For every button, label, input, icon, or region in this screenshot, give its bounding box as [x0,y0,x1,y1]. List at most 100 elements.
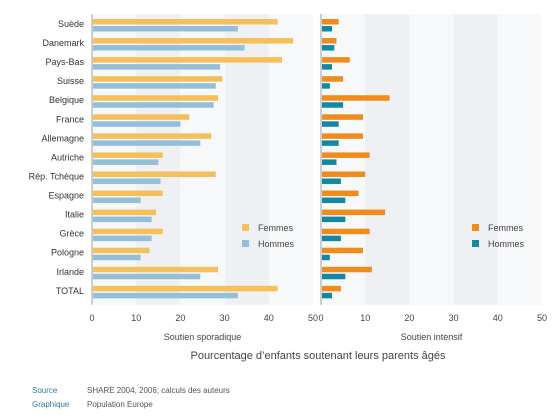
category-label: Rép. Tchèque [29,171,84,181]
bar-hommes [322,140,339,146]
bar-femmes [322,19,339,25]
bar-hommes [322,121,339,127]
bar-hommes [322,273,346,280]
bar-femmes [93,76,223,82]
bar-femmes [93,266,218,273]
legend-swatch [472,224,479,231]
category-labels: Suède Danemark Pays-Bas Suisse Belgique Franc… [29,19,85,296]
legend-swatch [242,224,249,231]
bar-hommes [93,159,159,165]
bar-hommes [93,197,141,204]
footer-source-label: Source [32,386,58,395]
band-intensive-2 [409,14,454,305]
band-intensive-1 [365,14,410,305]
x-tick-label: 40 [264,313,274,323]
bar-hommes [93,216,152,223]
bar-hommes [93,121,181,127]
x-tick-label: 50 [308,313,318,323]
bar-hommes [322,64,333,70]
bar-hommes [93,26,238,32]
bar-hommes [93,140,201,146]
category-label: Pologne [51,248,84,258]
bar-hommes [322,254,330,261]
bar-hommes [93,102,214,108]
bar-femmes [93,190,163,197]
x-tick-label: 30 [449,313,459,323]
bar-femmes [322,285,341,292]
bar-hommes [93,235,152,242]
bar-femmes [93,38,294,44]
x-axis-label: Soutien sporadique [164,332,242,342]
legend-label: Hommes [488,239,525,249]
bar-femmes [322,266,372,273]
bar-femmes [93,247,150,254]
legend-label: Femmes [488,223,524,233]
category-label: Pays-Bas [45,57,84,67]
bar-hommes [322,26,333,32]
x-tick-label: 50 [537,313,547,323]
bar-hommes [322,178,341,184]
bar-femmes [322,171,366,177]
footer-graphic: Graphique Population Europe [32,400,153,410]
bar-hommes [322,216,346,223]
bar-femmes [322,57,350,63]
category-label: Irlande [56,267,84,277]
bar-femmes [322,38,337,44]
legend-swatch [472,240,479,247]
bar-femmes [93,152,163,158]
legend-swatch [242,240,249,247]
category-label: Suède [58,19,84,29]
bar-femmes [322,247,363,254]
category-label: Allemagne [41,133,84,143]
bar-femmes [93,133,212,139]
bar-hommes [93,45,245,51]
category-label: Italie [65,210,84,220]
bar-hommes [322,102,344,108]
x-axis-label: Soutien intensif [401,332,463,342]
bar-hommes [322,292,333,299]
bar-femmes [93,209,157,216]
category-label: Suisse [57,76,84,86]
bar-hommes [93,64,221,70]
chart-panels: 0 10 20 30 40 50 Soutien sporadique Femmes Homme… [89,14,547,342]
footer-graphic-value: Population Europe [87,400,153,409]
bar-femmes [93,19,278,25]
band-intensive-4 [497,14,542,305]
panel-intensive: 0 10 20 30 40 50 Soutien intensif Femmes Hommes [318,14,547,342]
bar-femmes [322,133,363,139]
x-tick-label: 0 [89,313,94,323]
x-tick-label: 10 [131,313,141,323]
x-tick-label: 20 [175,313,185,323]
footer-graphic-label: Graphique [32,400,70,409]
bar-femmes [93,114,190,120]
bar-femmes [322,152,370,158]
x-tick-label: 0 [318,313,323,323]
bar-hommes [322,235,341,242]
bar-femmes [322,95,390,101]
footer-source-value: SHARE 2004, 2006; calculs des auteurs [87,386,230,395]
bar-hommes [93,254,141,261]
bar-femmes [93,57,283,63]
bar-hommes [322,45,335,51]
footer-source: Source SHARE 2004, 2006; calculs des aute… [32,386,230,396]
x-tick-label: 40 [493,313,503,323]
bar-femmes [322,114,363,120]
bar-hommes [322,197,346,204]
bar-femmes [322,76,344,82]
bar-femmes [322,228,370,235]
legend-label: Hommes [258,239,295,249]
bar-hommes [93,83,216,89]
bar-femmes [93,171,216,177]
bar-hommes [322,159,337,165]
x-tick-label: 30 [220,313,230,323]
bar-hommes [322,83,330,89]
band-intensive-3 [453,14,498,305]
bar-hommes [93,292,238,299]
category-label: TOTAL [56,286,84,296]
panel-sporadic: 0 10 20 30 40 50 Soutien sporadique Femmes Homme… [89,14,318,342]
bar-femmes [322,209,386,216]
x-tick-label: 20 [404,313,414,323]
category-label: Belgique [49,95,84,105]
category-label: Danemark [42,38,84,48]
